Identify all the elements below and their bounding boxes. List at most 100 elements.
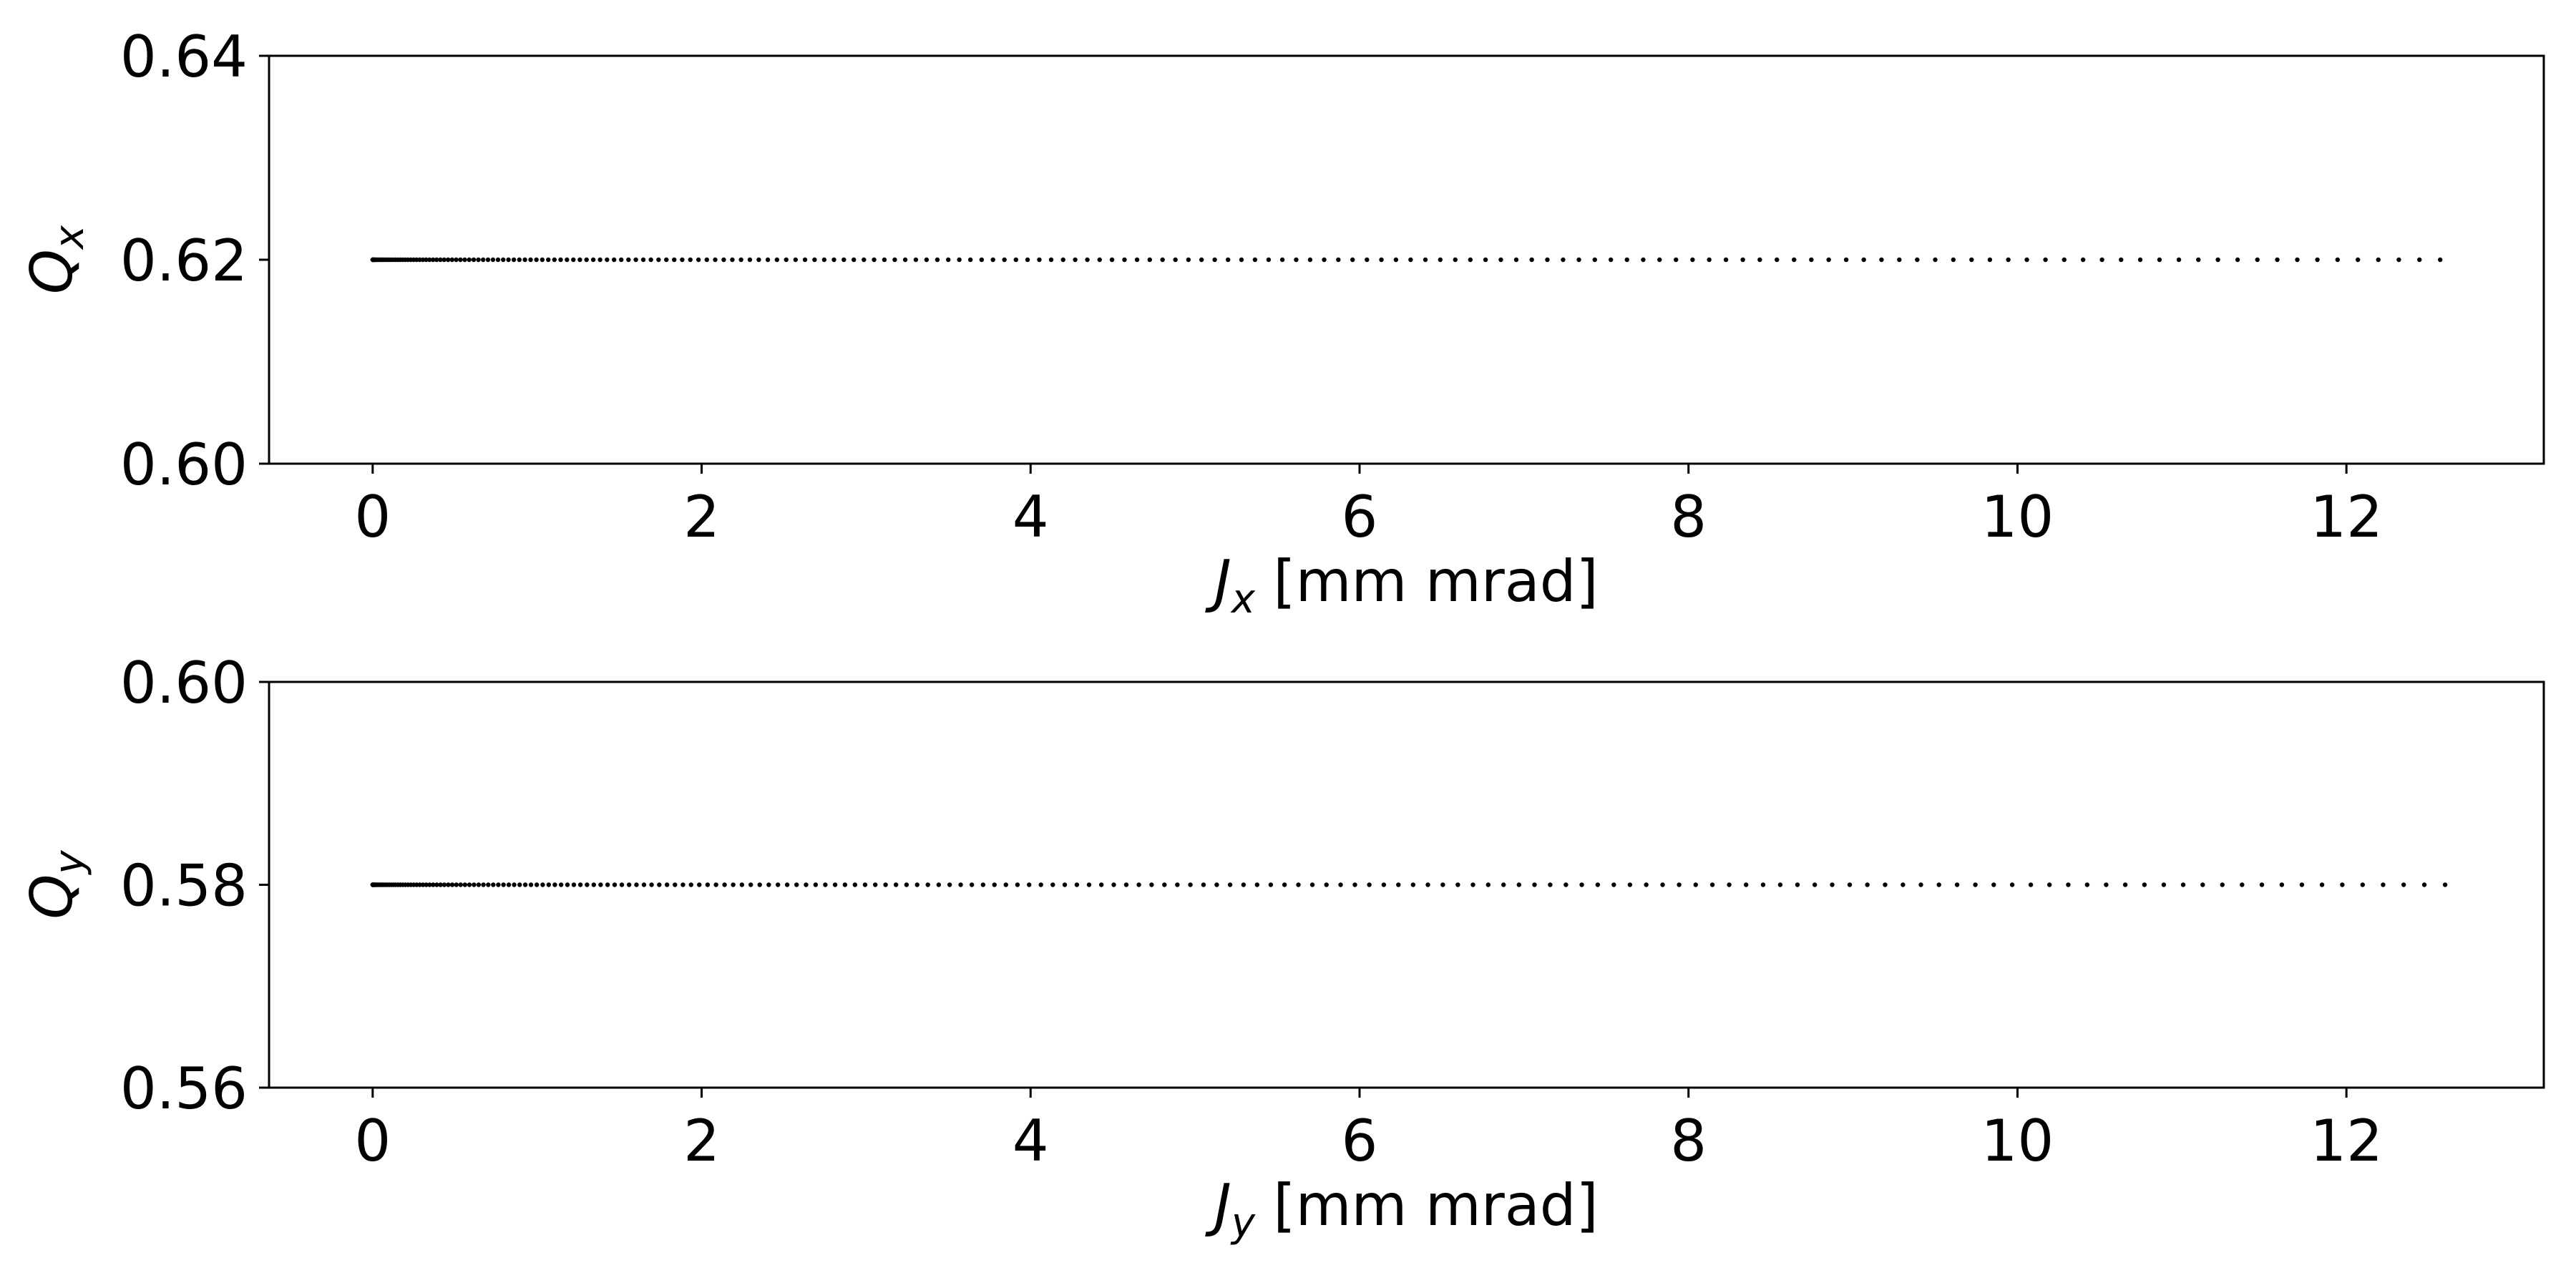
data-point — [430, 257, 436, 263]
data-point — [485, 257, 491, 263]
y-tick-label: 0.62 — [120, 228, 248, 294]
data-point — [1727, 882, 1732, 887]
data-point — [467, 882, 472, 887]
data-point — [1338, 882, 1343, 887]
y-tick-label: 0.58 — [120, 853, 248, 919]
data-point — [1098, 882, 1104, 887]
data-point — [793, 257, 799, 263]
data-point — [540, 257, 545, 263]
data-point — [1188, 882, 1193, 887]
data-point — [2099, 257, 2104, 263]
y-axis-symbol: Q — [19, 874, 85, 919]
data-point — [2417, 257, 2422, 263]
data-point — [471, 257, 477, 263]
data-point — [454, 257, 459, 263]
x-axis-label: Jy [mm mrad] — [1204, 1172, 1599, 1246]
data-point — [597, 257, 602, 263]
data-point — [713, 257, 718, 263]
data-point — [765, 257, 771, 263]
data-point — [2396, 257, 2401, 263]
data-point — [893, 882, 899, 887]
data-point — [1396, 882, 1401, 887]
data-point — [1498, 257, 1503, 263]
data-point — [458, 882, 463, 887]
x-axis-symbol: J — [1204, 1172, 1231, 1239]
data-point — [427, 257, 432, 263]
data-point — [831, 257, 836, 263]
data-point — [1379, 257, 1384, 263]
data-point — [2279, 882, 2285, 887]
data-point — [1173, 257, 1178, 263]
data-point — [577, 257, 582, 263]
data-point — [747, 257, 753, 263]
data-point — [2009, 882, 2015, 887]
data-point — [1847, 882, 1853, 887]
data-point — [1060, 257, 1065, 263]
data-point — [1201, 882, 1206, 887]
y-tick-label: 0.56 — [120, 1055, 248, 1122]
data-point — [1212, 257, 1217, 263]
data-point — [1657, 257, 1662, 263]
data-point — [1013, 257, 1018, 263]
data-point — [424, 257, 429, 263]
data-point — [731, 882, 736, 887]
data-point — [1149, 882, 1154, 887]
data-point — [1254, 882, 1260, 887]
x-axis-subscript: x — [1230, 576, 1256, 623]
data-point — [812, 257, 817, 263]
data-point — [1296, 882, 1301, 887]
subplot-top: 0 2 4 6 8 10 12 0.60 0.62 0.64 Jx [mm mrad] Qx — [19, 24, 2545, 623]
data-point — [1740, 257, 1745, 263]
data-point — [2255, 257, 2260, 263]
data-point — [730, 257, 735, 263]
data-point — [1897, 257, 1902, 263]
data-point — [522, 882, 528, 887]
data-point — [925, 882, 930, 887]
data-point — [680, 257, 685, 263]
data-point — [598, 882, 603, 887]
y-tick-label: 0.60 — [120, 431, 248, 498]
data-point — [420, 882, 426, 887]
data-point — [813, 882, 819, 887]
data-point — [784, 257, 789, 263]
data-point — [873, 882, 878, 887]
data-point — [704, 257, 709, 263]
data-point — [467, 257, 472, 263]
data-point — [1002, 257, 1007, 263]
data-point — [424, 882, 429, 887]
data-point — [1025, 257, 1030, 263]
data-point — [892, 257, 897, 263]
x-axis-label: Jx [mm mrad] — [1204, 548, 1599, 623]
data-point — [2080, 257, 2086, 263]
x-axis-symbol: J — [1204, 548, 1231, 615]
data-point — [528, 882, 534, 887]
data-point — [1175, 882, 1180, 887]
x-tick-label: 0 — [354, 1108, 391, 1174]
data-point — [441, 257, 447, 263]
data-point — [540, 882, 545, 887]
data-point — [491, 882, 496, 887]
data-point — [823, 882, 828, 887]
data-point — [591, 882, 597, 887]
data-point — [1608, 257, 1614, 263]
x-tick-label: 10 — [1981, 1108, 2054, 1174]
data-point — [1513, 257, 1519, 263]
data-point — [558, 257, 563, 263]
data-point — [462, 882, 468, 887]
data-point — [1199, 257, 1204, 263]
data-point — [481, 882, 486, 887]
data-point — [748, 882, 753, 887]
data-point — [490, 257, 496, 263]
y-axis-label: Qx — [19, 225, 93, 294]
data-point — [1015, 882, 1020, 887]
data-point — [611, 257, 617, 263]
data-point — [2122, 882, 2128, 887]
data-point — [1440, 882, 1445, 887]
data-point — [1936, 882, 1941, 887]
data-point — [738, 257, 743, 263]
data-point — [2104, 882, 2109, 887]
data-point — [1775, 257, 1780, 263]
data-point — [1322, 257, 1327, 263]
data-point — [821, 257, 827, 263]
data-point — [696, 257, 701, 263]
